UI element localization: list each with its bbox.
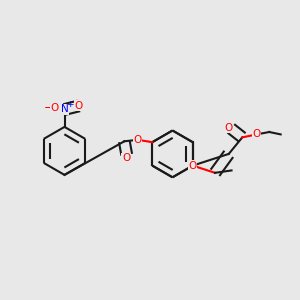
Text: O: O (122, 153, 130, 164)
Text: O: O (189, 160, 197, 171)
Text: O: O (134, 135, 142, 145)
Text: O: O (253, 129, 261, 140)
Text: O: O (51, 103, 59, 113)
Text: −: − (44, 101, 54, 115)
Text: +: + (66, 100, 74, 109)
Text: O: O (75, 101, 83, 111)
Text: O: O (224, 123, 232, 133)
Text: N: N (61, 104, 68, 115)
